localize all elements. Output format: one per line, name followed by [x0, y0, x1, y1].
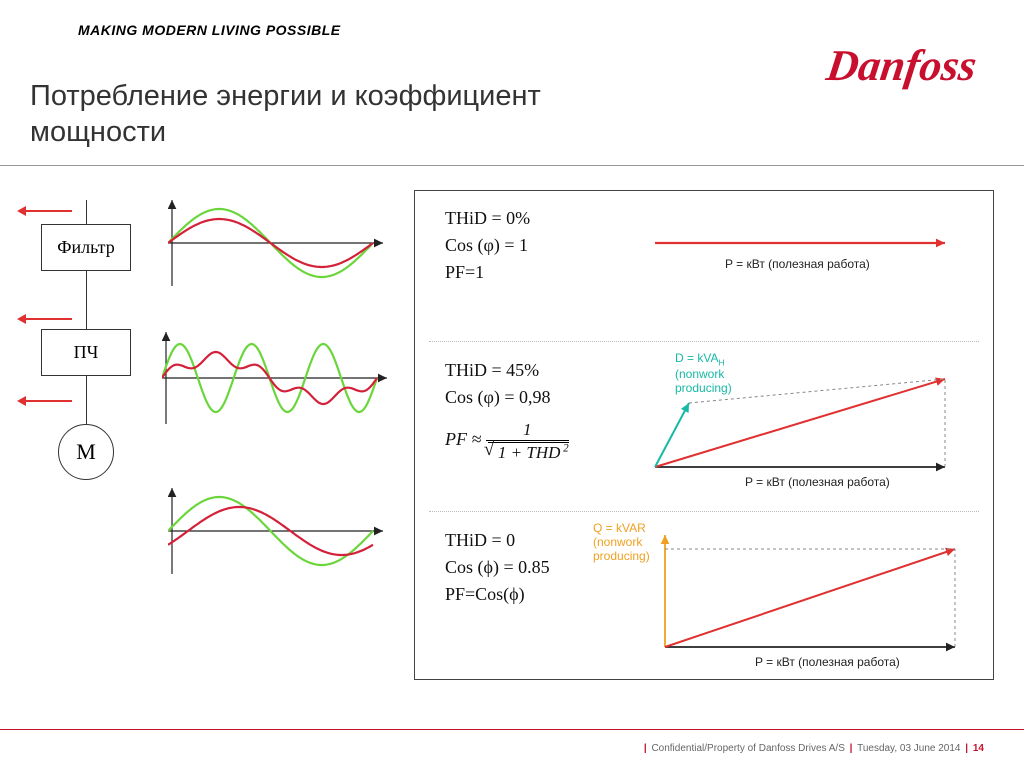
- formulas-row1: THiD = 0% Cos (φ) = 1 PF=1: [415, 205, 645, 286]
- block-drive: ПЧ: [41, 329, 131, 376]
- waveform-distorted: [162, 330, 387, 426]
- arrow-drive-motor: [20, 400, 72, 402]
- block-motor: M: [58, 424, 114, 480]
- formula-line: THiD = 0%: [445, 205, 645, 232]
- block-diagram: Фильтр ПЧ M: [30, 200, 142, 480]
- brand-logo: Danfoss: [823, 40, 979, 91]
- formula-line: Cos (φ) = 0,98: [445, 384, 645, 411]
- vector-diagram-3: Q = kVAR(nonworkproducing)P = кВт (полез…: [645, 527, 993, 667]
- arrow-in-filter: [20, 210, 72, 212]
- footer-confidential: Confidential/Property of Danfoss Drives …: [651, 743, 844, 754]
- formulas-row2: THiD = 45% Cos (φ) = 0,98 PF ≈ 11 + THD …: [415, 357, 645, 461]
- arrow-filter-drive: [20, 318, 72, 320]
- row-divider: [429, 511, 979, 512]
- footer-page: 14: [973, 743, 984, 754]
- divider-top: [0, 165, 1024, 166]
- waveform-phase-shift: [168, 486, 383, 576]
- formula-line: THiD = 45%: [445, 357, 645, 384]
- page-title: Потребление энергии и коэффициент мощнос…: [30, 78, 670, 151]
- tagline: MAKING MODERN LIVING POSSIBLE: [78, 22, 341, 38]
- block-filter: Фильтр: [41, 224, 131, 271]
- formula-line: Cos (φ) = 1: [445, 232, 645, 259]
- vector-diagram-2: D = kVAH(nonworkproducing)P = кВт (полез…: [645, 357, 993, 497]
- vector-diagram-1: P = кВт (полезная работа): [645, 205, 993, 345]
- footer-date: Tuesday, 03 June 2014: [857, 743, 960, 754]
- formula-line: PF=1: [445, 259, 645, 286]
- content-panel: THiD = 0% Cos (φ) = 1 PF=1 P = кВт (поле…: [414, 190, 994, 680]
- divider-bottom: [0, 729, 1024, 730]
- waveform-pure-sine: [168, 198, 383, 288]
- footer: | Confidential/Property of Danfoss Drive…: [642, 743, 984, 754]
- pf-formula: PF ≈ 11 + THD 2: [445, 421, 645, 461]
- formula-line: PF=Cos(ϕ): [445, 581, 645, 608]
